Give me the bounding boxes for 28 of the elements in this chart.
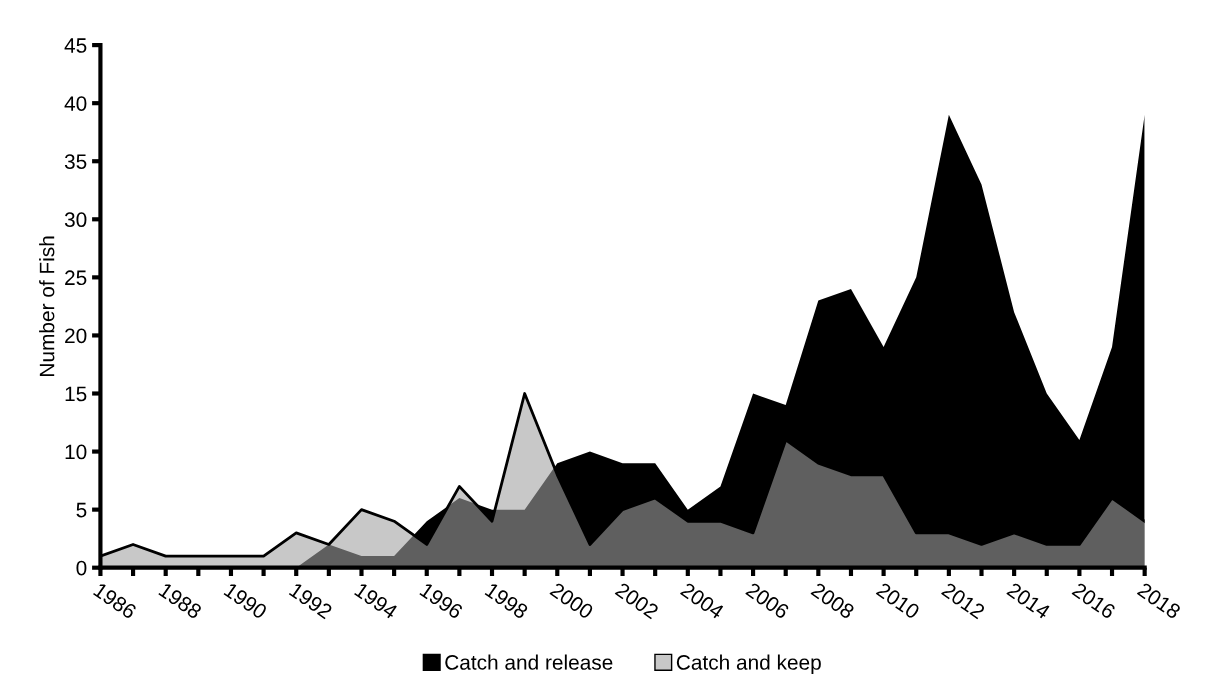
x-tick-label: 2010 xyxy=(875,581,921,620)
y-axis-title: Number of Fish xyxy=(39,236,55,376)
x-tick-label: 1998 xyxy=(484,582,529,620)
y-tick-label: 35 xyxy=(64,154,87,169)
x-tick-label: 2014 xyxy=(1006,581,1052,620)
y-tick-label: 5 xyxy=(76,502,87,518)
x-tick-label: 1988 xyxy=(158,582,203,620)
y-tick-label: 30 xyxy=(64,212,87,228)
x-tick-label: 2016 xyxy=(1071,581,1117,620)
x-tick-label: 2006 xyxy=(745,581,790,620)
x-tick-label: 1990 xyxy=(223,582,268,620)
x-tick-label: 1992 xyxy=(288,582,334,620)
y-tick-label: 0 xyxy=(76,560,87,576)
y-tick-label: 40 xyxy=(64,96,87,111)
x-tick-label: 1986 xyxy=(92,582,138,620)
x-tick-label: 2018 xyxy=(1136,581,1182,620)
y-tick-label: 20 xyxy=(65,328,87,344)
y-tick-label: 15 xyxy=(65,386,87,402)
legend-label: Catch and release xyxy=(445,654,613,670)
x-tick-label: 2000 xyxy=(549,581,595,620)
legend-label: Catch and keep xyxy=(676,654,821,674)
x-tick-label: 2004 xyxy=(679,581,725,620)
y-tick-label: 45 xyxy=(64,38,87,53)
y-tick-label: 10 xyxy=(65,444,87,460)
y-tick-label: 25 xyxy=(65,270,87,286)
x-tick-label: 1996 xyxy=(419,582,464,620)
x-tick-label: 2008 xyxy=(810,581,856,620)
x-tick-label: 1994 xyxy=(354,582,399,620)
